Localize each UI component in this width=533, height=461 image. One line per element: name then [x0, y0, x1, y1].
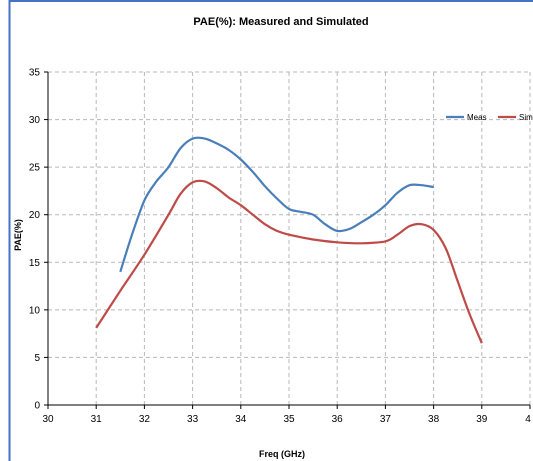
legend-label-meas: Meas: [467, 113, 487, 122]
grid-lines: [48, 71, 531, 405]
y-tick-label: 5: [34, 353, 40, 364]
y-tick-label: 25: [29, 163, 41, 174]
y-tick-label: 0: [34, 401, 40, 412]
x-tick-label: 37: [380, 414, 392, 425]
x-tick-label: 39: [476, 414, 488, 425]
y-axis-label: PAE(%): [13, 219, 23, 251]
y-tick-label: 15: [29, 258, 41, 269]
x-tick-label: 38: [428, 414, 440, 425]
x-tick-label: 30: [42, 414, 54, 425]
y-tick-label: 20: [29, 210, 41, 221]
data-series: [95, 136, 483, 344]
x-tick-label: 33: [187, 414, 199, 425]
x-axis-label: Freq (GHz): [259, 449, 305, 459]
legend-label-sim: Sim: [519, 113, 533, 122]
x-tick-label: 32: [139, 414, 151, 425]
y-tick-label: 10: [29, 305, 41, 316]
x-tick-label: 34: [235, 414, 247, 425]
chart-title: PAE(%): Measured and Simulated: [193, 16, 368, 28]
series-line-sim: [95, 179, 483, 344]
x-tick-label: 35: [283, 414, 295, 425]
chart-border: [8, 0, 533, 461]
axes: [44, 71, 531, 409]
legend: Meas Sim: [446, 113, 533, 122]
series-line-meas: [119, 136, 434, 273]
x-tick-label: 31: [91, 414, 103, 425]
y-tick-label: 30: [29, 115, 41, 126]
x-tick-label: 4: [525, 414, 531, 425]
y-tick-label: 35: [29, 68, 41, 79]
x-tick-label: 36: [332, 414, 344, 425]
